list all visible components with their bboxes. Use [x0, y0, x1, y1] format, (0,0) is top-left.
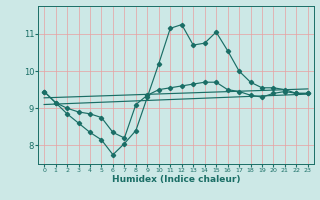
- X-axis label: Humidex (Indice chaleur): Humidex (Indice chaleur): [112, 175, 240, 184]
